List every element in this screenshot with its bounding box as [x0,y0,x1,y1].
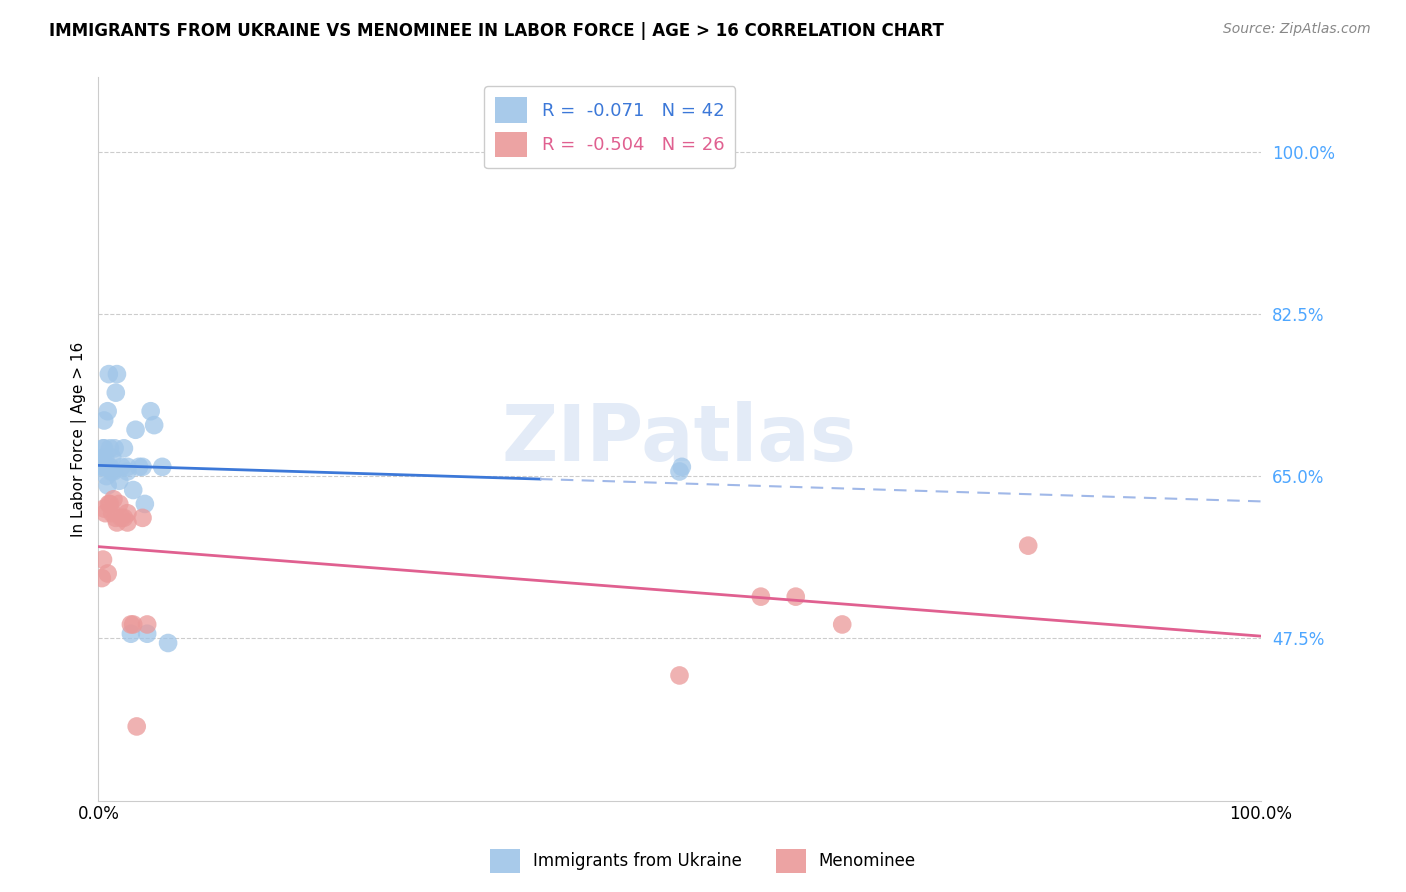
Point [136,617,159,632]
Point [105,367,128,381]
Point [117,516,139,530]
Point [112,511,135,525]
Point [90,571,112,585]
Legend: Immigrants from Ukraine, Menominee: Immigrants from Ukraine, Menominee [484,842,922,880]
Point [91,552,114,566]
Text: ZIPatlas: ZIPatlas [502,401,858,477]
Text: Source: ZipAtlas.com: Source: ZipAtlas.com [1223,22,1371,37]
Point [671,459,693,474]
Point [104,442,127,456]
Point [125,719,148,733]
Point [108,474,131,488]
Point [103,492,125,507]
Point [110,511,132,525]
Point [101,450,124,465]
Point [112,442,135,456]
Point [97,566,120,581]
Point [93,501,115,516]
Point [94,459,117,474]
Point [101,506,124,520]
Point [97,404,120,418]
Point [120,617,142,632]
Point [104,385,127,400]
Point [100,465,122,479]
Point [122,617,145,632]
Point [668,668,690,682]
Point [94,452,117,467]
Point [749,590,772,604]
Point [831,617,853,632]
Point [104,511,127,525]
Point [91,450,114,465]
Point [108,497,131,511]
Point [128,459,150,474]
Point [131,511,153,525]
Text: IMMIGRANTS FROM UKRAINE VS MENOMINEE IN LABOR FORCE | AGE > 16 CORRELATION CHART: IMMIGRANTS FROM UKRAINE VS MENOMINEE IN … [49,22,943,40]
Point [157,636,180,650]
Point [139,404,162,418]
Point [91,459,114,474]
Point [143,418,166,433]
Point [103,465,125,479]
Point [785,590,807,604]
Point [124,423,146,437]
Point [136,626,159,640]
Point [98,497,121,511]
Point [97,478,120,492]
Point [91,455,114,469]
Point [117,506,139,520]
Point [150,459,173,474]
Point [122,483,145,497]
Point [94,506,117,520]
Point [97,367,120,381]
Point [120,626,142,640]
Point [93,442,115,456]
Point [668,465,690,479]
Point [90,459,112,474]
Point [96,459,118,474]
Point [93,413,115,427]
Legend: R =  -0.071   N = 42, R =  -0.504   N = 26: R = -0.071 N = 42, R = -0.504 N = 26 [484,87,735,169]
Point [96,469,118,483]
Point [117,459,139,474]
Y-axis label: In Labor Force | Age > 16: In Labor Force | Age > 16 [72,342,87,537]
Point [90,453,112,467]
Point [134,497,156,511]
Point [98,459,121,474]
Point [1017,539,1039,553]
Point [97,497,120,511]
Point [131,459,153,474]
Point [117,465,139,479]
Point [110,459,132,474]
Point [105,516,128,530]
Point [98,442,121,456]
Point [91,442,114,456]
Point [90,457,112,471]
